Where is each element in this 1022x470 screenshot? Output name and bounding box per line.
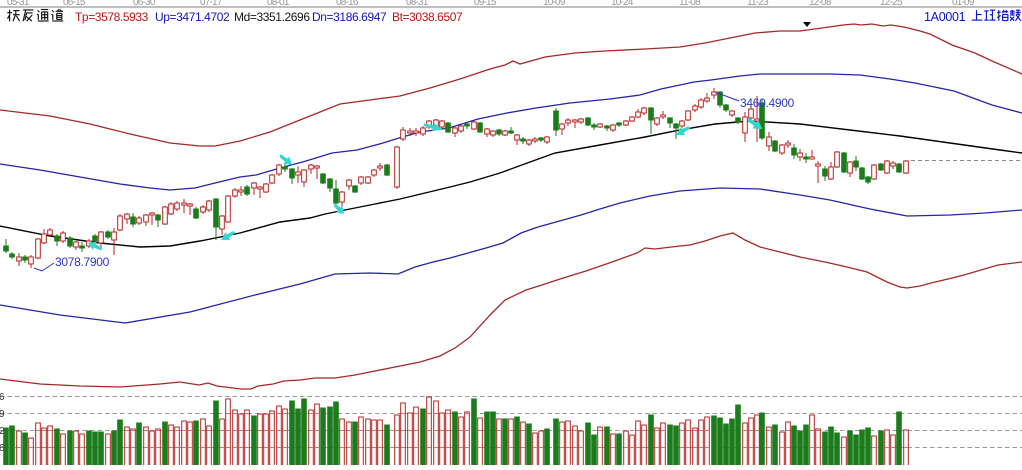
svg-text:11-23: 11-23 (747, 0, 769, 8)
svg-text:6: 6 (0, 443, 5, 454)
svg-text:Dn=3186.6947: Dn=3186.6947 (312, 10, 387, 24)
svg-text:08-31: 08-31 (406, 0, 429, 8)
svg-text:10-24: 10-24 (611, 0, 634, 8)
svg-text:Tp=3578.5933: Tp=3578.5933 (75, 10, 149, 24)
svg-text:Bt=3038.6507: Bt=3038.6507 (392, 10, 463, 24)
svg-text:08-01: 08-01 (267, 0, 290, 8)
svg-text:Md=3351.2696: Md=3351.2696 (234, 10, 310, 24)
svg-text:09-15: 09-15 (474, 0, 497, 8)
svg-text:10-09: 10-09 (543, 0, 566, 8)
svg-text:1A0001: 1A0001 (924, 10, 966, 24)
svg-text:9: 9 (0, 409, 5, 420)
svg-text:05-31: 05-31 (7, 0, 30, 8)
svg-text:2: 2 (0, 426, 5, 437)
svg-text:01-09: 01-09 (952, 0, 975, 8)
svg-text:07-17: 07-17 (200, 0, 223, 8)
svg-text:08-16: 08-16 (336, 0, 359, 8)
svg-text:Up=3471.4702: Up=3471.4702 (155, 10, 230, 24)
svg-text:12-08: 12-08 (809, 0, 832, 8)
svg-text:11-08: 11-08 (679, 0, 701, 8)
svg-text:06-15: 06-15 (63, 0, 86, 8)
svg-text:06-30: 06-30 (133, 0, 156, 8)
svg-text:3078.7900: 3078.7900 (55, 255, 110, 269)
svg-text:6: 6 (0, 392, 5, 403)
svg-text:3460.4900: 3460.4900 (740, 96, 795, 110)
svg-text:12-25: 12-25 (880, 0, 903, 8)
